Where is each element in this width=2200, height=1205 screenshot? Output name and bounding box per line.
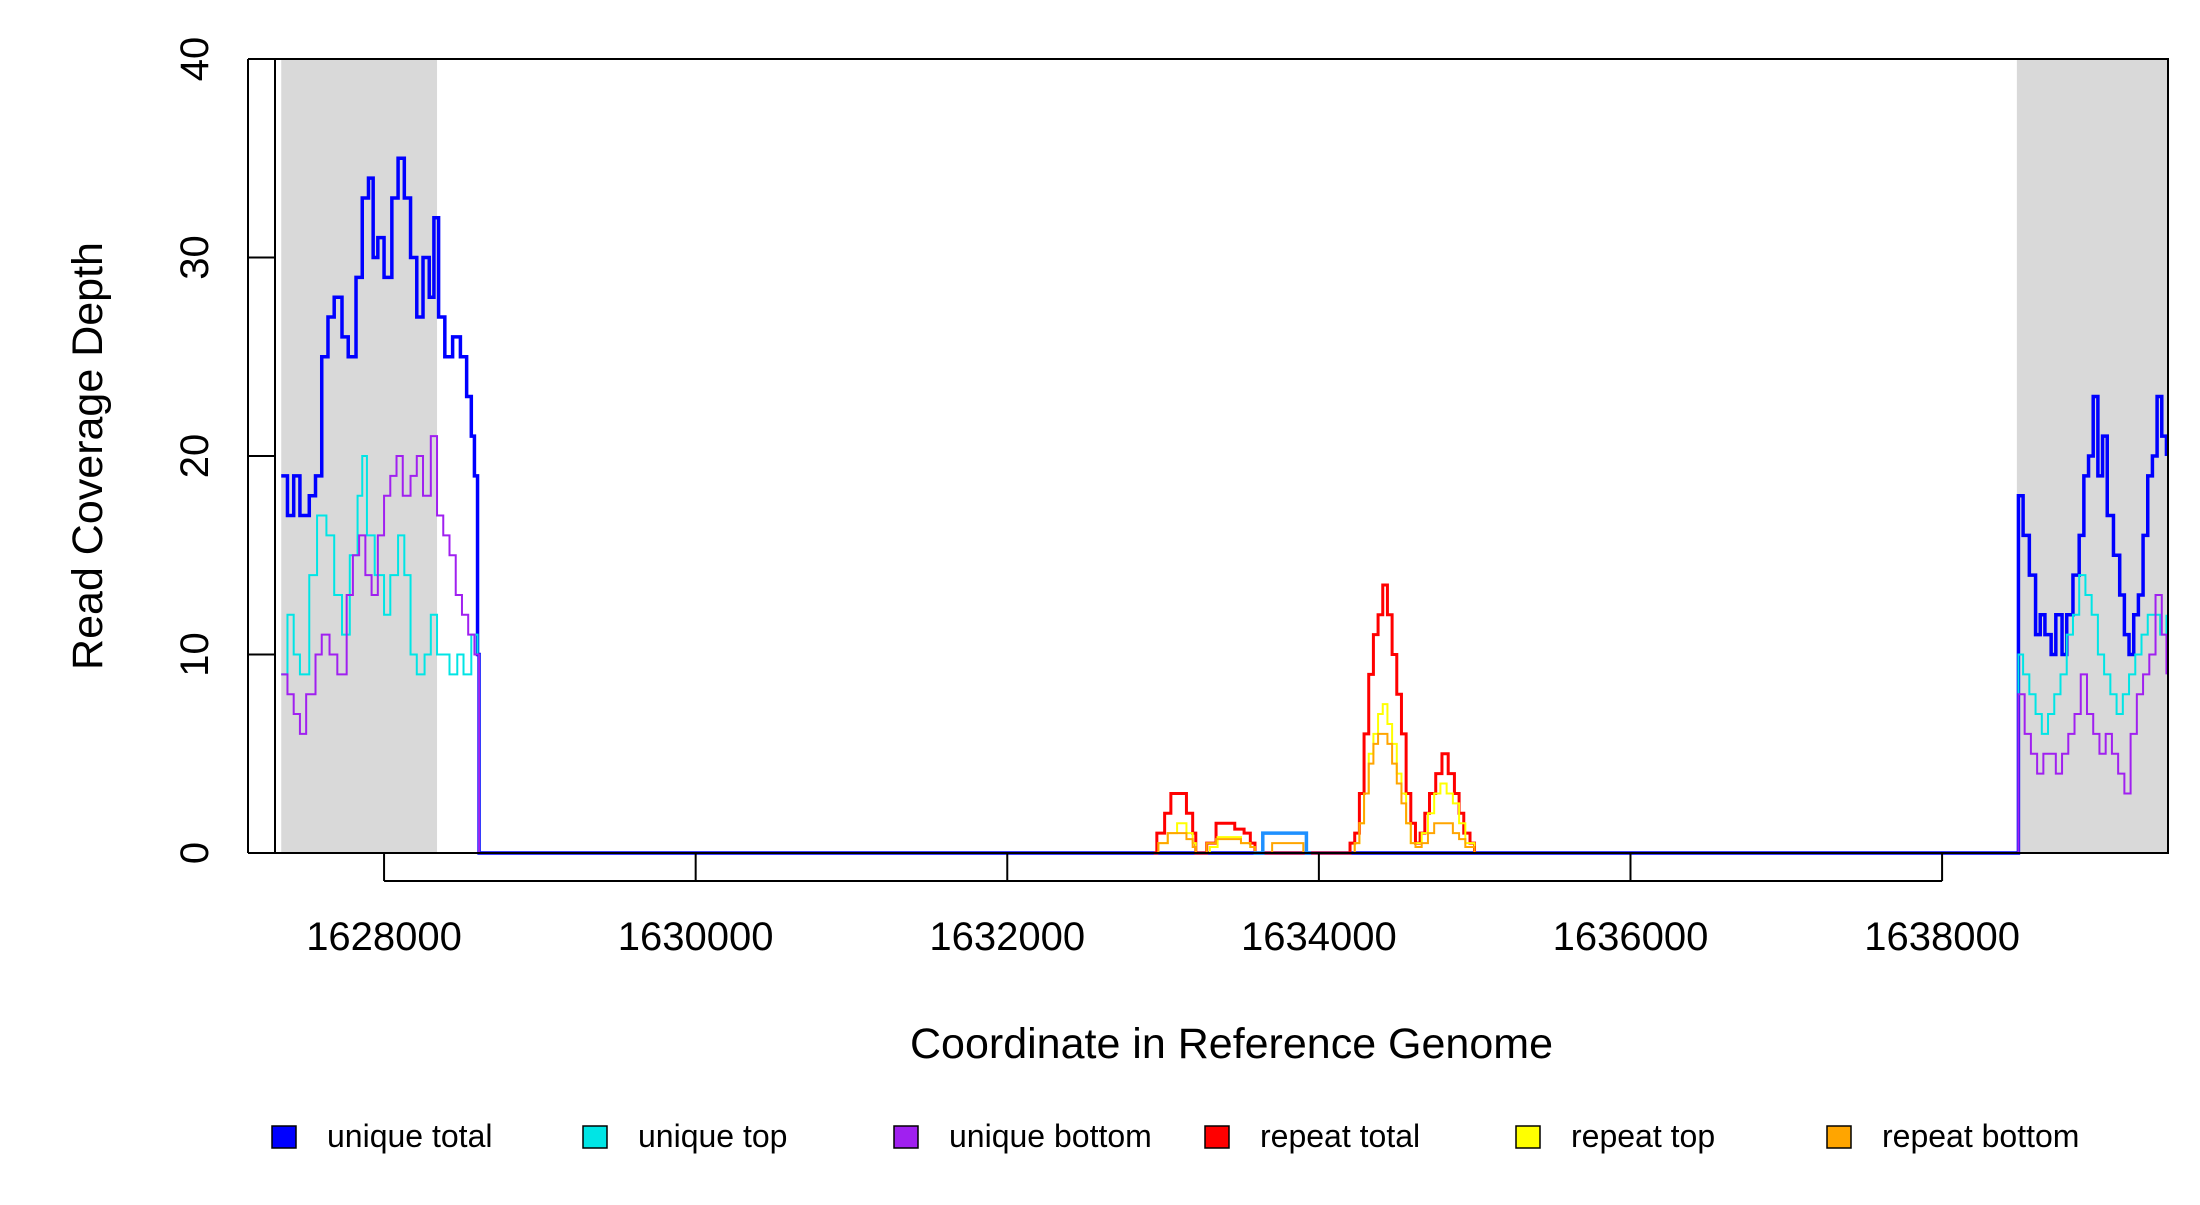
series-line-repeat-bottom [281, 732, 2167, 854]
legend-swatch [582, 1125, 608, 1149]
legend-item: unique bottom [893, 1118, 1152, 1154]
x-tick-label: 1630000 [618, 915, 774, 959]
legend-item: unique total [271, 1118, 492, 1154]
legend: unique total unique top unique bottom repea… [271, 1118, 2079, 1154]
legend-item: repeat bottom [1826, 1118, 2079, 1154]
legend-swatch [893, 1125, 919, 1149]
x-tick-label: 1634000 [1241, 915, 1397, 959]
legend-label: repeat total [1260, 1118, 1420, 1154]
series-line-unique-top [281, 455, 2168, 854]
legend-swatch [1515, 1125, 1541, 1149]
shaded-region-1 [281, 59, 438, 853]
y-tick-label: 20 [173, 434, 217, 479]
shaded-regions [281, 59, 2168, 853]
series-line-unique-total [281, 156, 2169, 855]
legend-label: repeat bottom [1882, 1118, 2079, 1154]
x-axis-title: Coordinate in Reference Genome [910, 1020, 1553, 1068]
legend-item: unique top [582, 1118, 787, 1154]
series-line-repeat-total [1153, 583, 1477, 855]
y-axis-ticks: 0 10 20 30 40 [173, 37, 275, 864]
series-line-repeat-top [1153, 703, 1476, 854]
legend-item: repeat top [1515, 1118, 1715, 1154]
plot-frame [274, 58, 2169, 854]
y-axis-title: Read Coverage Depth [64, 242, 112, 670]
x-tick-label: 1628000 [306, 915, 462, 959]
legend-swatch [1826, 1125, 1852, 1149]
legend-label: unique top [638, 1118, 787, 1154]
y-tick-label: 10 [173, 632, 217, 677]
legend-swatch [1204, 1125, 1230, 1149]
series-lines [281, 156, 2169, 855]
legend-label: repeat top [1571, 1118, 1715, 1154]
y-tick-label: 40 [173, 37, 217, 82]
legend-label: unique total [327, 1118, 492, 1154]
x-tick-label: 1632000 [929, 915, 1085, 959]
x-tick-label: 1638000 [1864, 915, 2020, 959]
legend-item: repeat total [1204, 1118, 1420, 1154]
legend-label: unique bottom [949, 1118, 1152, 1154]
legend-swatch [271, 1125, 297, 1149]
x-tick-label: 1636000 [1553, 915, 1709, 959]
y-tick-label: 0 [173, 842, 217, 864]
x-axis-ticks: 1628000 1630000 1632000 1634000 1636000 16380… [306, 854, 2020, 959]
series-line-unique-bottom [281, 435, 2168, 854]
y-tick-label: 30 [173, 235, 217, 280]
